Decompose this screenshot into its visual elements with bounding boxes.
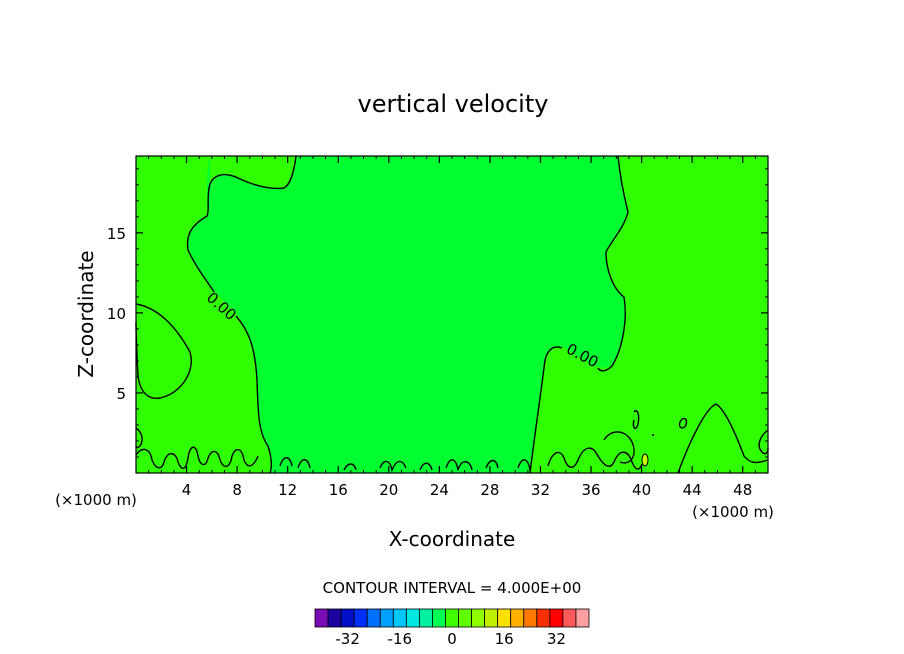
colorbar-swatch [549,608,564,628]
colorbar-tick-label: -16 [388,630,413,648]
colorbar-tick-label: -32 [335,630,360,648]
x-tick-label: 36 [581,481,600,499]
z-tick-label: 10 [107,305,126,323]
small-positive-spot [641,453,649,467]
contour-line-left-lobe [135,303,192,399]
colorbar-swatch [510,608,525,628]
colorbar-tick-label: 16 [495,630,514,648]
contour-interval-label: CONTOUR INTERVAL = 4.000E+00 [323,579,582,597]
colorbar-swatch [536,608,551,628]
colorbar-swatch [340,608,355,628]
contour-line-small-loop [678,417,688,429]
colorbar-tick-label: 32 [547,630,566,648]
colorbar-swatch [405,608,420,628]
colorbar-swatch [471,608,486,628]
x-tick-label: 8 [232,481,242,499]
contour-line-left-main [186,155,297,474]
colorbar-swatch [445,608,459,628]
contour-line-small-loop-2 [632,410,640,430]
x-tick-label: 12 [278,481,297,499]
colorbar-swatch [314,608,329,628]
colorbar-swatch [327,608,342,628]
z-unit-label: (×1000 m) [692,503,774,521]
contour-line-right-bottom-loop [603,431,635,464]
colorbar: -32 -16 0 16 32 [314,608,590,648]
small-positive-spot-2 [652,434,654,436]
colorbar-tick-label: 0 [447,630,457,648]
z-tick-label: 5 [116,385,126,403]
colorbar-swatch [418,608,433,628]
colorbar-swatch [562,608,577,628]
chart-title: vertical velocity [358,90,549,118]
x-tick-label: 48 [733,481,752,499]
colorbar-swatch [353,608,368,628]
x-tick-label: 16 [329,481,348,499]
x-tick-label: 40 [632,481,651,499]
colorbar-swatch [575,608,590,628]
colorbar-swatch [379,608,394,628]
positive-region-left-edge [136,300,192,399]
z-axis-label: Z-coordinate [74,250,98,377]
contour-line-right-main [529,155,629,474]
positive-region-top-strip [210,156,296,189]
colorbar-swatch [484,608,499,628]
colorbar-swatch [497,608,512,628]
colorbar-swatch [523,608,538,628]
colorbar-swatch [392,608,407,628]
x-axis-label: X-coordinate [389,527,516,551]
contour-line-right-bump [677,403,769,474]
colorbar-swatch [366,608,381,628]
x-tick-label: 44 [683,481,702,499]
plot-area: 0.00 0.00 [135,155,769,474]
x-unit-label: (×1000 m) [55,491,137,509]
x-tick-label: 20 [379,481,398,499]
x-tick-label: 4 [182,481,192,499]
colorbar-swatch [432,608,446,628]
contour-line-bottom-wiggles [135,446,643,473]
x-tick-label: 32 [531,481,550,499]
colorbar-swatch [458,608,472,628]
z-tick-label: 15 [107,225,126,243]
positive-region-right [530,156,768,473]
x-tick-label: 28 [480,481,499,499]
x-tick-label: 24 [430,481,449,499]
contour-lines [135,155,769,474]
